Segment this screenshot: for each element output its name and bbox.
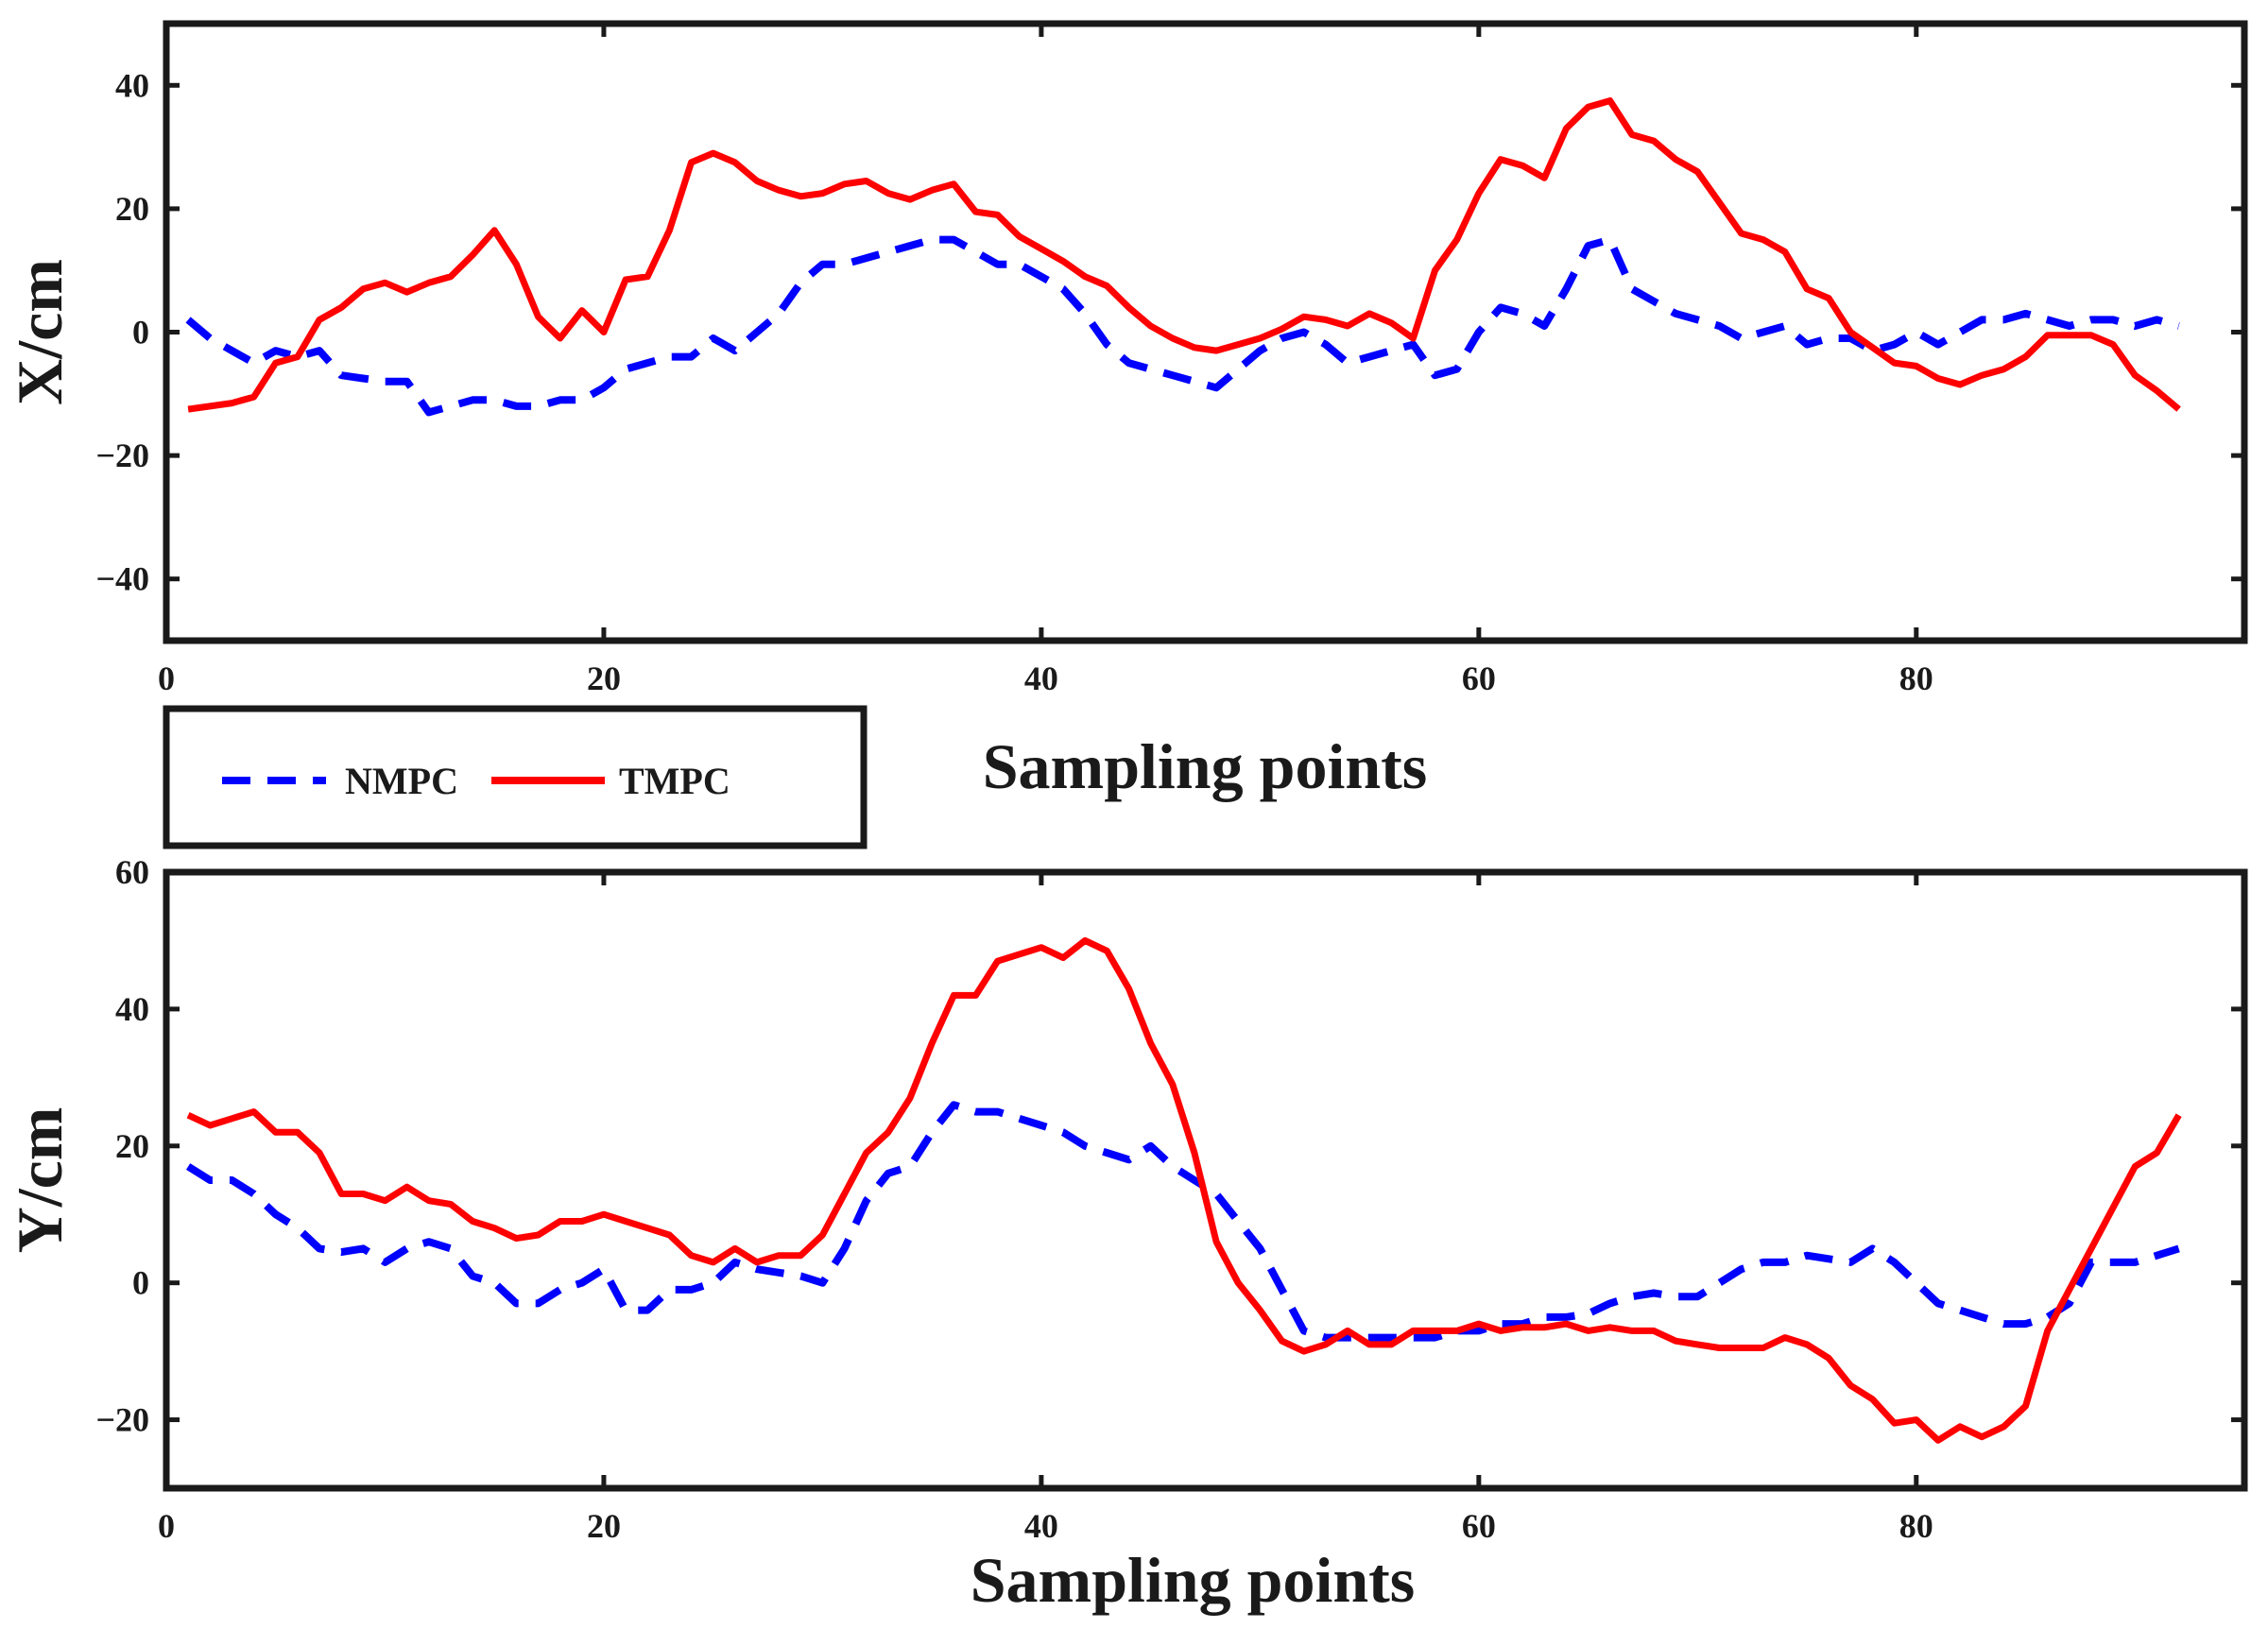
- panel-x-chart: 0 20 40 60 80 −40 −20 0 20 40 Sampling points X/cm: [4, 20, 2248, 802]
- y-tick-label: 0: [132, 314, 149, 352]
- x-axis-title: Sampling points: [983, 730, 1428, 802]
- x-axis-title: Sampling points: [971, 1544, 1416, 1616]
- series-line-nmpc: [185, 1101, 2180, 1342]
- y-tick-label: 40: [115, 990, 149, 1028]
- y-axis-title: X/cm: [4, 259, 76, 405]
- x-tick-label: 60: [1462, 1507, 1496, 1545]
- legend: NMPC TMPC: [163, 705, 868, 849]
- axes-frame: [163, 20, 2248, 644]
- x-tick-label: 60: [1462, 660, 1496, 697]
- x-tick-label: 20: [587, 1507, 621, 1545]
- series-line-tmpc: [186, 936, 2182, 1444]
- x-tick-label: 20: [587, 660, 621, 697]
- y-axis-title: Y/cm: [4, 1107, 76, 1254]
- y-tick-label: −40: [95, 560, 149, 598]
- y-tick-label: 20: [115, 190, 149, 228]
- y-tick-label: 40: [115, 66, 149, 104]
- y-tick-label: −20: [95, 1401, 149, 1439]
- legend-nmpc-label: NMPC: [345, 760, 458, 802]
- axes-frame: [163, 868, 2248, 1492]
- x-tick-label: 40: [1024, 1507, 1058, 1545]
- x-tick-label: 0: [158, 1507, 175, 1545]
- panel-y-chart: 0 20 40 60 80 −20 0 20 40 60 Sampling points Y/cm: [4, 853, 2248, 1616]
- y-tick-label: 60: [115, 853, 149, 891]
- x-tick-label: 0: [158, 660, 175, 697]
- x-tick-label: 80: [1899, 660, 1933, 697]
- y-tick-label: 20: [115, 1127, 149, 1165]
- y-tick-label: 0: [132, 1264, 149, 1302]
- x-tick-label: 40: [1024, 660, 1058, 697]
- x-tick-label: 80: [1899, 1507, 1933, 1545]
- y-tick-label: −20: [95, 437, 149, 474]
- series-line-tmpc: [187, 97, 2181, 413]
- legend-tmpc-label: TMPC: [619, 760, 730, 802]
- series-line-nmpc: [185, 235, 2180, 417]
